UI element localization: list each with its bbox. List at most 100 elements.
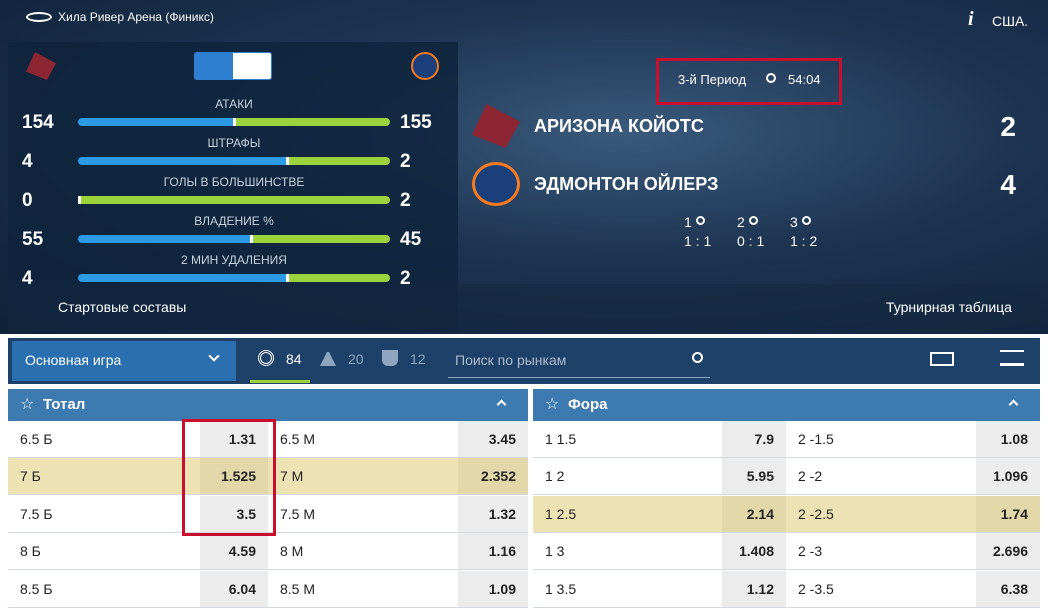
collapse-icon[interactable] [1000, 350, 1024, 366]
stat-home: 4 [22, 151, 33, 172]
stat-bar-home [78, 235, 250, 243]
stat-home: 55 [22, 229, 44, 250]
stat-home: 154 [22, 112, 54, 133]
filter-icon[interactable] [258, 350, 274, 366]
period-label: 1 [684, 214, 692, 230]
team-score: 2 [1000, 111, 1016, 142]
stat-label: ВЛАДЕНИЕ % [194, 214, 274, 228]
odds-highlight-box [182, 419, 276, 536]
odd[interactable]: 1.09 [458, 570, 528, 607]
stat-label: АТАКИ [215, 97, 253, 111]
odd[interactable]: 5.95 [722, 458, 786, 495]
odd[interactable]: 6.38 [976, 570, 1040, 607]
filter-icon[interactable] [382, 350, 398, 366]
odd[interactable]: 1.096 [976, 458, 1040, 495]
odd[interactable]: 2.696 [976, 533, 1040, 570]
market-header[interactable] [8, 389, 528, 421]
filter-count[interactable]: 12 [410, 351, 426, 367]
odd[interactable]: 4.59 [200, 533, 268, 570]
outcome[interactable]: 1 2.5 [545, 505, 577, 522]
outcome[interactable]: 1 3 [545, 543, 565, 560]
odd[interactable]: 1.408 [722, 533, 786, 570]
standings-link[interactable]: Турнирная таблица [886, 299, 1012, 315]
stat-bar-away [286, 274, 390, 282]
outcome[interactable]: 8.5 М [280, 580, 316, 597]
stats-tab-active[interactable] [194, 52, 232, 80]
outcome[interactable]: 8 М [280, 543, 304, 560]
odd[interactable]: 3.45 [458, 421, 528, 457]
outcome[interactable]: 7.5 Б [20, 505, 53, 522]
outcome[interactable]: 2 -2 [798, 468, 823, 485]
links-band [8, 284, 1040, 332]
team-name: ЭДМОНТОН ОЙЛЕРЗ [534, 174, 719, 194]
stat-bar-away [78, 196, 390, 204]
odd[interactable]: 3.5 [200, 495, 268, 532]
stat-label: 2 МИН УДАЛЕНИЯ [181, 253, 287, 267]
period: 3-й Период [678, 72, 747, 87]
clock-icon [766, 73, 776, 83]
market-row [533, 421, 1040, 458]
market-row [8, 458, 528, 496]
stat-away: 45 [400, 229, 422, 250]
market-row [8, 533, 528, 571]
odd[interactable]: 2.14 [722, 495, 786, 532]
region[interactable]: США. [992, 13, 1029, 29]
outcome[interactable]: 7 М [280, 468, 304, 485]
period-clock [749, 216, 758, 225]
outcome[interactable]: 6.5 М [280, 431, 316, 447]
outcome[interactable]: 2 -3 [798, 543, 823, 560]
outcome[interactable]: 7.5 М [280, 505, 316, 522]
odd[interactable]: 2.352 [458, 458, 528, 495]
period-label: 3 [790, 214, 798, 230]
outcome[interactable]: 1 3.5 [545, 580, 577, 597]
search[interactable]: Поиск по рынкам [448, 350, 710, 378]
odd[interactable]: 1.32 [458, 495, 528, 532]
market-row [533, 533, 1040, 571]
market-row [8, 570, 528, 608]
odd[interactable]: 6.04 [200, 570, 268, 607]
period-clock [696, 216, 705, 225]
odd[interactable]: 1.08 [976, 421, 1040, 457]
market-title[interactable]: Фора [568, 396, 608, 413]
outcome[interactable]: 2 -3.5 [798, 580, 834, 597]
outcome[interactable]: 2 -2.5 [798, 505, 834, 522]
outcome[interactable]: 6.5 Б [20, 431, 53, 447]
outcome[interactable]: 8 Б [20, 543, 41, 560]
stat-away: 2 [400, 151, 411, 172]
market-header[interactable] [533, 389, 1040, 421]
filter-count[interactable]: 84 [286, 351, 302, 367]
layout-icon[interactable] [930, 352, 954, 366]
period-score: 1 : 1 [684, 233, 712, 249]
market-row [8, 495, 528, 533]
odd[interactable]: 1.12 [722, 570, 786, 607]
team-logo [472, 162, 520, 206]
stats-tab[interactable] [232, 52, 272, 80]
odd[interactable]: 1.525 [200, 458, 268, 495]
away-logo [411, 52, 439, 80]
odd[interactable]: 7.9 [722, 421, 786, 457]
market-star: ☆ [545, 396, 560, 413]
odd[interactable]: 1.31 [200, 421, 268, 457]
stat-bar-away [286, 157, 390, 165]
market-row [533, 458, 1040, 496]
outcome[interactable]: 8.5 Б [20, 580, 53, 597]
filter-count[interactable]: 20 [348, 351, 364, 367]
stat-away: 2 [400, 190, 411, 211]
lineups-link[interactable]: Стартовые составы [58, 299, 187, 315]
filter-icon[interactable] [320, 350, 336, 366]
stat-home: 4 [22, 268, 33, 289]
market-title[interactable]: Тотал [43, 396, 86, 413]
venue: Хила Ривер Арена (Финикс) [58, 10, 214, 24]
outcome[interactable]: 2 -1.5 [798, 431, 834, 447]
outcome[interactable]: 7 Б [20, 468, 41, 485]
outcome[interactable]: 1 1.5 [545, 431, 577, 447]
stat-home: 0 [22, 190, 33, 211]
odd[interactable]: 1.16 [458, 533, 528, 570]
info-icon: i [968, 8, 974, 30]
outcome[interactable]: 1 2 [545, 468, 565, 485]
market-dropdown[interactable]: Основная игра [12, 341, 236, 381]
search-icon[interactable] [692, 352, 703, 363]
stat-bar-home [78, 157, 286, 165]
odd[interactable]: 1.74 [976, 495, 1040, 532]
